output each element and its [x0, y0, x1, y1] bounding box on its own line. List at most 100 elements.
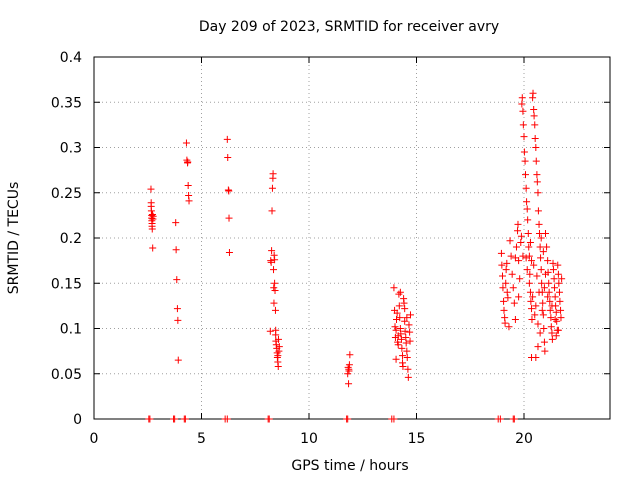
data-point	[275, 343, 283, 351]
data-point	[514, 227, 522, 235]
data-point	[552, 332, 560, 340]
data-point	[398, 344, 406, 352]
data-point	[554, 261, 562, 269]
data-point	[268, 247, 276, 255]
data-point	[531, 121, 539, 129]
data-point	[532, 302, 540, 310]
data-point	[550, 275, 558, 283]
data-point	[390, 415, 398, 423]
data-point	[522, 171, 530, 179]
data-point	[269, 170, 277, 178]
data-point	[514, 220, 522, 228]
data-point	[510, 299, 518, 307]
data-point	[554, 326, 562, 334]
data-point	[515, 257, 523, 265]
data-point	[531, 134, 539, 142]
data-point	[404, 373, 412, 381]
y-axis-label: SRMTID / TECUs	[6, 182, 22, 295]
data-point	[174, 316, 182, 324]
data-point	[174, 356, 182, 364]
data-point	[404, 365, 412, 373]
data-point	[532, 157, 540, 165]
data-point	[540, 325, 548, 332]
data-point	[535, 220, 543, 228]
data-point	[519, 252, 527, 260]
data-point	[393, 309, 401, 317]
x-tick-label: 5	[197, 431, 206, 447]
chart-title: Day 209 of 2023, SRMTID for receiver avr…	[199, 19, 499, 35]
data-point	[148, 225, 156, 233]
data-point	[534, 189, 542, 197]
data-point	[391, 323, 399, 331]
data-point	[406, 337, 414, 345]
data-point	[533, 171, 541, 179]
data-point	[537, 266, 545, 274]
data-point	[540, 284, 548, 292]
data-point	[536, 329, 544, 337]
data-point	[523, 205, 531, 213]
data-point	[270, 266, 278, 274]
data-point	[503, 288, 511, 296]
data-point	[274, 335, 282, 343]
data-point	[271, 286, 279, 294]
data-point	[147, 185, 155, 193]
data-point	[399, 352, 407, 360]
data-point	[225, 248, 233, 256]
data-point	[396, 288, 404, 296]
data-point	[532, 144, 540, 151]
data-point	[406, 328, 414, 336]
data-point	[534, 343, 542, 351]
data-point	[540, 338, 548, 346]
data-point	[507, 252, 515, 260]
data-point	[533, 178, 541, 186]
y-tick-label: 0.05	[51, 367, 82, 383]
data-point	[502, 279, 510, 287]
data-point	[521, 157, 529, 165]
data-point	[223, 135, 231, 143]
data-point	[542, 270, 549, 278]
data-point	[500, 297, 508, 305]
data-point	[529, 293, 537, 301]
data-point	[519, 121, 527, 129]
data-point	[525, 252, 533, 260]
data-point	[497, 249, 505, 257]
data-point	[551, 293, 559, 301]
data-point	[556, 297, 564, 305]
y-tick-label: 0.3	[60, 141, 82, 157]
data-point	[403, 353, 411, 361]
data-point	[274, 363, 282, 371]
data-point	[522, 254, 530, 262]
data-point	[394, 341, 402, 349]
data-point	[274, 352, 282, 360]
data-point	[345, 361, 353, 369]
data-point	[557, 314, 565, 322]
data-point	[555, 288, 563, 296]
data-point	[545, 288, 553, 296]
data-point	[530, 261, 538, 269]
data-point	[500, 306, 508, 314]
data-point	[522, 184, 530, 192]
data-point	[270, 299, 278, 307]
data-point	[499, 272, 506, 280]
data-point	[520, 148, 528, 156]
data-point	[535, 288, 543, 296]
data-point	[265, 415, 273, 423]
data-point	[528, 305, 536, 313]
data-point	[181, 415, 189, 423]
data-point	[546, 297, 554, 305]
data-point	[545, 279, 553, 287]
data-point	[546, 306, 554, 314]
y-tick-label: 0.15	[51, 276, 82, 292]
data-point	[528, 315, 536, 323]
data-point	[173, 305, 181, 313]
data-point	[517, 232, 525, 240]
x-axis-label: GPS time / hours	[291, 458, 408, 474]
data-point	[499, 284, 507, 292]
data-point	[530, 112, 538, 120]
data-point	[534, 207, 542, 215]
data-point	[171, 415, 179, 423]
data-point	[496, 415, 504, 423]
data-point	[344, 415, 352, 423]
data-point	[558, 275, 566, 283]
